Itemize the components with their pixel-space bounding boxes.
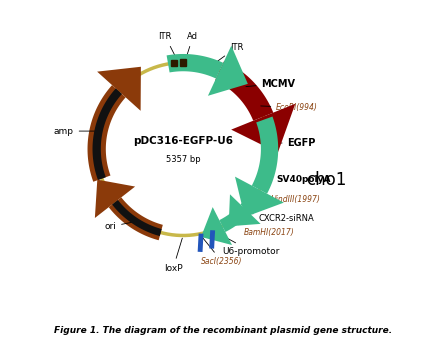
Text: EcoRI(994): EcoRI(994) xyxy=(261,103,318,112)
Polygon shape xyxy=(92,89,122,180)
Polygon shape xyxy=(167,54,223,78)
Text: ITR: ITR xyxy=(212,43,243,65)
Polygon shape xyxy=(97,67,141,111)
Polygon shape xyxy=(95,179,135,218)
Polygon shape xyxy=(235,177,284,217)
Text: CXCR2-siRNA: CXCR2-siRNA xyxy=(245,213,314,223)
Polygon shape xyxy=(112,200,162,236)
Text: pDC316-EGFP-U6: pDC316-EGFP-U6 xyxy=(133,136,233,146)
Polygon shape xyxy=(219,210,243,232)
Polygon shape xyxy=(240,189,264,214)
Polygon shape xyxy=(109,197,163,240)
Text: ITR: ITR xyxy=(159,32,178,60)
Bar xyxy=(180,59,186,66)
Polygon shape xyxy=(87,85,126,182)
Polygon shape xyxy=(215,61,273,121)
Polygon shape xyxy=(201,207,232,245)
Text: MCMV: MCMV xyxy=(246,78,295,89)
Text: SV40polyA: SV40polyA xyxy=(266,175,331,184)
Bar xyxy=(171,60,178,66)
Text: U6-promotor: U6-promotor xyxy=(215,232,280,256)
Text: 5357 bp: 5357 bp xyxy=(166,154,200,164)
Polygon shape xyxy=(208,46,248,96)
Text: BamHI(2017): BamHI(2017) xyxy=(231,223,295,237)
Text: SacI(2356): SacI(2356) xyxy=(201,236,243,266)
Polygon shape xyxy=(252,117,278,194)
Text: Ad: Ad xyxy=(186,32,198,60)
Text: EGFP: EGFP xyxy=(272,138,316,148)
Text: loxP: loxP xyxy=(164,238,182,273)
Text: Figure 1. The diagram of the recombinant plasmid gene structure.: Figure 1. The diagram of the recombinant… xyxy=(54,326,392,335)
Polygon shape xyxy=(231,104,295,153)
Text: amp: amp xyxy=(54,127,96,136)
Text: cho1: cho1 xyxy=(306,171,347,189)
Text: ori: ori xyxy=(104,222,133,231)
Text: HindIII(1997): HindIII(1997) xyxy=(258,195,320,204)
Polygon shape xyxy=(229,194,260,226)
